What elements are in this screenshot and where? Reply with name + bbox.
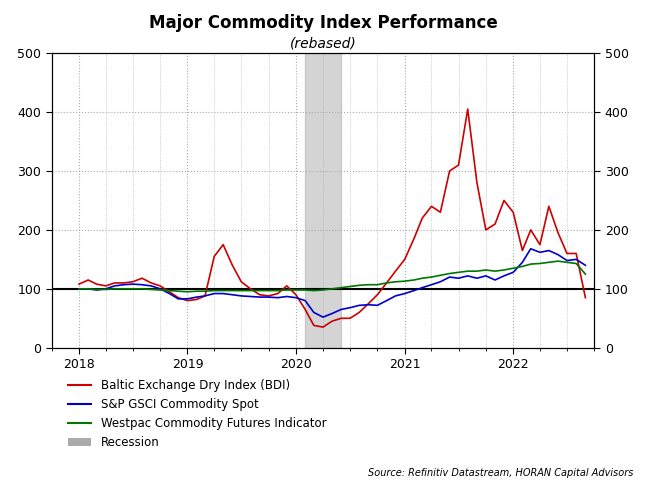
Text: Source: Refinitiv Datastream, HORAN Capital Advisors: Source: Refinitiv Datastream, HORAN Capi… [368,468,633,478]
Text: Major Commodity Index Performance: Major Commodity Index Performance [149,14,497,32]
Text: (rebased): (rebased) [289,36,357,50]
Legend: Baltic Exchange Dry Index (BDI), S&P GSCI Commodity Spot, Westpac Commodity Futu: Baltic Exchange Dry Index (BDI), S&P GSC… [63,375,331,454]
Bar [305,53,341,348]
